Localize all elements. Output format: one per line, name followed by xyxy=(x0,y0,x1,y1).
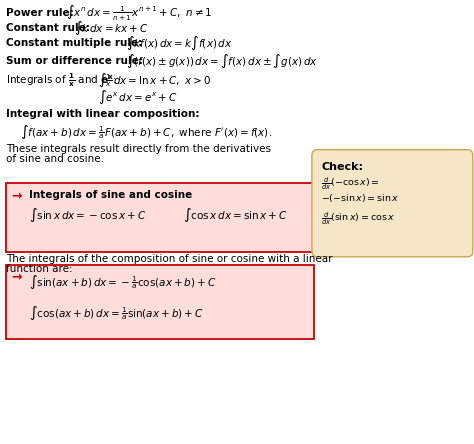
Text: $\int\sin(ax+b)\,dx = -\frac{1}{a}\cos(ax+b)+C$: $\int\sin(ax+b)\,dx = -\frac{1}{a}\cos(a… xyxy=(29,274,216,291)
Text: Power rule:: Power rule: xyxy=(6,8,74,18)
FancyBboxPatch shape xyxy=(312,150,473,257)
Text: Integrals of sine and cosine: Integrals of sine and cosine xyxy=(29,190,192,200)
Text: $\int k\,dx = kx + C$: $\int k\,dx = kx + C$ xyxy=(74,19,149,36)
Text: $\int f(ax+b)\,dx = \frac{1}{a}F(ax+b)+C,$ where $F'(x)=f(x).$: $\int f(ax+b)\,dx = \frac{1}{a}F(ax+b)+C… xyxy=(20,123,273,141)
Text: $\int\sin x\,dx = -\cos x + C$: $\int\sin x\,dx = -\cos x + C$ xyxy=(29,206,146,224)
Text: $\int x^n\,dx = \frac{1}{n+1}x^{n+1}+C,\ n\neq 1$: $\int x^n\,dx = \frac{1}{n+1}x^{n+1}+C,\… xyxy=(66,4,213,23)
Text: Constant multiple rule:: Constant multiple rule: xyxy=(6,38,142,48)
Text: →: → xyxy=(12,270,22,284)
Text: $\int\cos x\,dx = \sin x + C$: $\int\cos x\,dx = \sin x + C$ xyxy=(182,206,287,224)
Text: $\frac{d}{dx}(\sin x) = \cos x$: $\frac{d}{dx}(\sin x) = \cos x$ xyxy=(321,210,396,227)
Text: Integrals of $\mathbf{\frac{1}{x}}$ and $\mathbf{e^x}$:: Integrals of $\mathbf{\frac{1}{x}}$ and … xyxy=(6,72,117,89)
Text: →: → xyxy=(12,189,22,202)
Text: $\int kf(x)\,dx = k\int f(x)\,dx$: $\int kf(x)\,dx = k\int f(x)\,dx$ xyxy=(126,34,233,52)
FancyBboxPatch shape xyxy=(6,183,314,252)
Text: $\frac{d}{dx}(-\cos x) =$: $\frac{d}{dx}(-\cos x) =$ xyxy=(321,174,380,191)
Text: Constant rule:: Constant rule: xyxy=(6,23,90,32)
Text: Integral with linear composition:: Integral with linear composition: xyxy=(6,109,200,119)
Text: $\int e^x\,dx = e^x+C$: $\int e^x\,dx = e^x+C$ xyxy=(98,88,177,106)
Text: $\int(f(x)\pm g(x))\,dx = \int f(x)\,dx\pm\int g(x)\,dx$: $\int(f(x)\pm g(x))\,dx = \int f(x)\,dx\… xyxy=(126,52,318,70)
Text: $\int\cos(ax+b)\,dx = \frac{1}{a}\sin(ax+b)+C$: $\int\cos(ax+b)\,dx = \frac{1}{a}\sin(ax… xyxy=(29,304,203,322)
Text: These integrals result directly from the derivatives: These integrals result directly from the… xyxy=(6,144,271,154)
Text: Check:: Check: xyxy=(321,162,363,172)
Text: Sum or difference rule:: Sum or difference rule: xyxy=(6,56,143,66)
Text: $\int\frac{1}{x}\,dx = \ln x+C,\ x>0$: $\int\frac{1}{x}\,dx = \ln x+C,\ x>0$ xyxy=(98,71,211,89)
FancyBboxPatch shape xyxy=(6,265,314,339)
Text: The integrals of the composition of sine or cosine with a linear: The integrals of the composition of sine… xyxy=(6,254,333,264)
Text: of sine and cosine.: of sine and cosine. xyxy=(6,155,104,164)
Text: $-(-\sin x) = \sin x$: $-(-\sin x) = \sin x$ xyxy=(321,192,400,204)
Text: function are:: function are: xyxy=(6,264,73,274)
